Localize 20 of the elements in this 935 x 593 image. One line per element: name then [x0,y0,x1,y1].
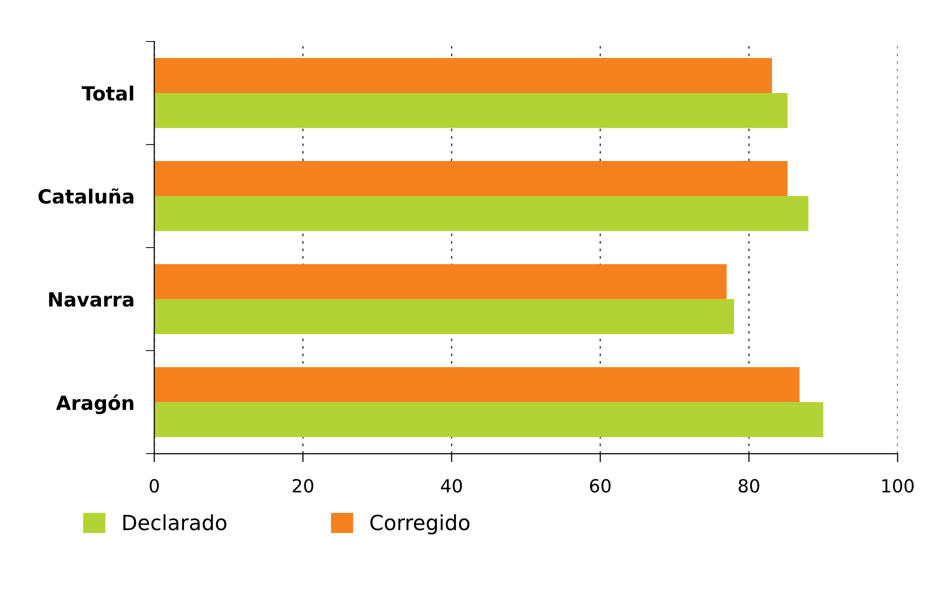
y-tick-label: Aragón [56,394,134,414]
x-tick-label: 80 [738,478,760,493]
x-tick-label: 40 [441,478,462,493]
bar [154,196,808,232]
y-tick-label: Total [82,86,134,101]
bar [154,402,824,438]
bar [154,299,734,334]
bar [154,93,788,128]
legend-label: Declarado [123,514,226,530]
bar [154,367,800,402]
x-tick-label: 0 [150,478,159,493]
legend-label: Corregido [370,514,470,534]
y-tick-label: Cataluña [38,188,134,204]
x-tick-label: 60 [590,478,611,493]
bar [154,58,772,94]
x-tick-label: 100 [882,478,914,493]
y-tick-label: Navarra [49,292,134,307]
x-tick-label: 20 [292,478,314,493]
bar [154,264,727,300]
bar [154,161,788,196]
